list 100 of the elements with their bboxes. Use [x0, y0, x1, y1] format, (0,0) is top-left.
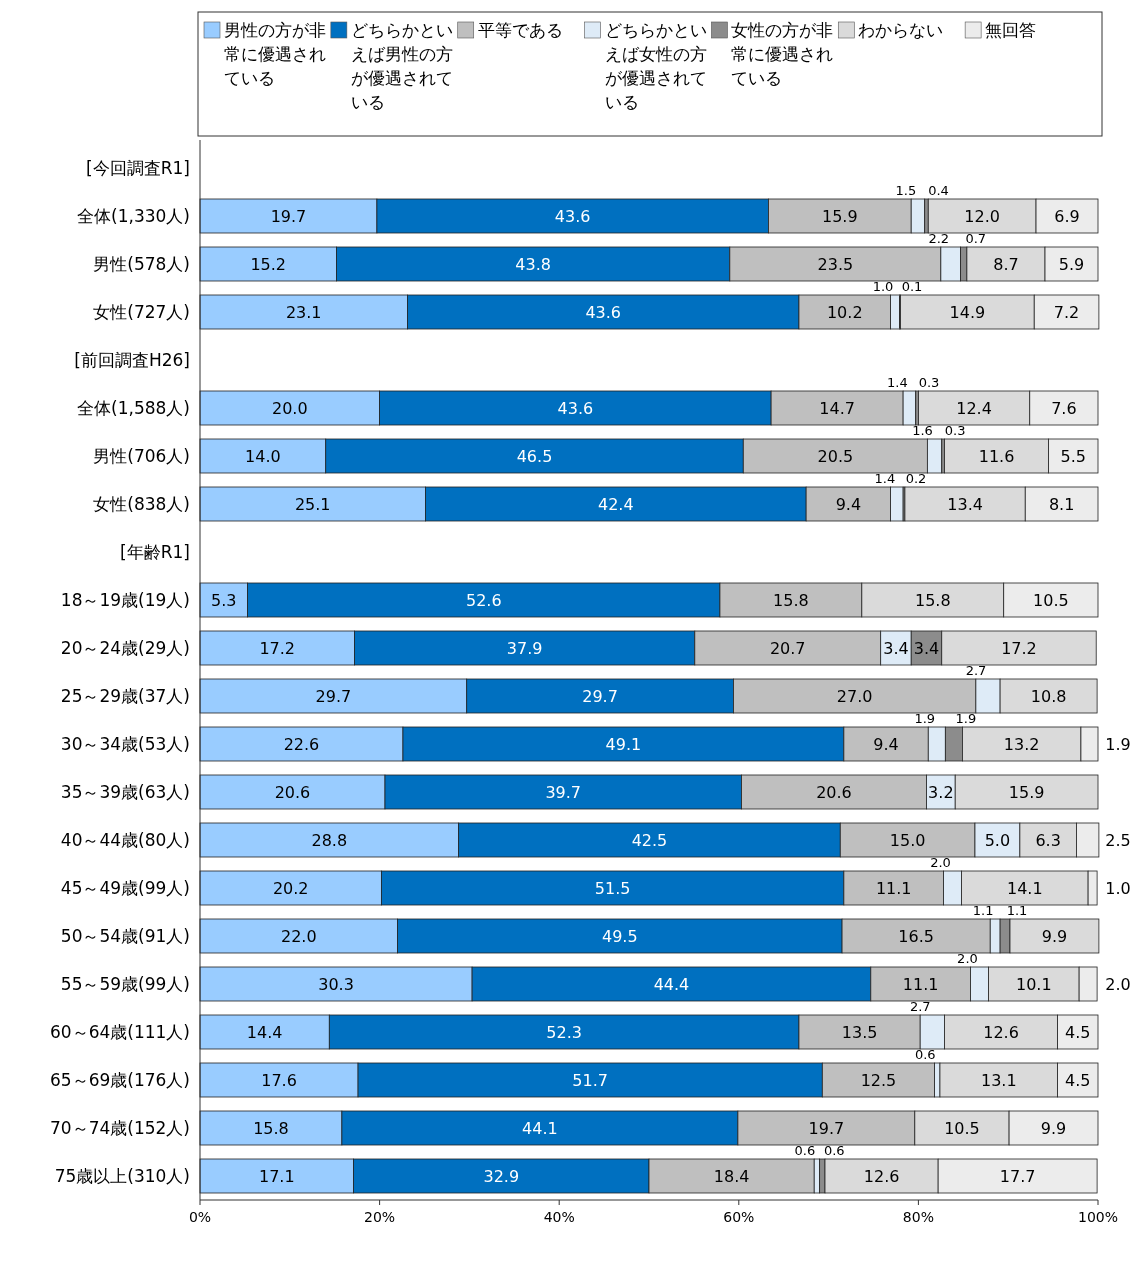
data-label: 10.5: [1033, 591, 1069, 610]
data-label: 28.8: [311, 831, 348, 850]
data-label: 30.3: [318, 975, 354, 994]
legend-label: どちらかといえば女性の方が優遇されている: [604, 20, 707, 112]
data-label: 12.6: [983, 1023, 1019, 1042]
data-label: 7.2: [1053, 303, 1080, 322]
data-label: 3.4: [913, 639, 940, 658]
y-tick-label: 55～59歳(99人): [60, 974, 190, 994]
data-label: 9.4: [873, 735, 899, 754]
data-label: 43.6: [554, 207, 591, 226]
x-tick-label: 0%: [188, 1209, 212, 1225]
data-label: 15.8: [773, 591, 809, 610]
data-label: 17.1: [258, 1167, 295, 1186]
data-label: 10.1: [1015, 975, 1052, 994]
data-label: 52.6: [465, 591, 502, 610]
data-label: 0.1: [901, 279, 923, 294]
x-tick-label: 80%: [902, 1209, 934, 1225]
data-label: 2.7: [965, 663, 987, 678]
data-label: 44.1: [522, 1119, 558, 1138]
y-tick-label: [前回調査H26]: [74, 350, 190, 370]
data-label: 51.7: [572, 1071, 608, 1090]
data-label: 1.5: [895, 183, 917, 198]
data-label: 20.7: [769, 639, 806, 658]
data-label: 14.9: [949, 303, 986, 322]
data-label: 15.9: [1008, 783, 1045, 802]
data-label: 42.5: [631, 831, 668, 850]
data-label: 2.2: [928, 231, 950, 246]
data-label: 43.8: [515, 255, 551, 274]
data-label: 1.1: [1006, 903, 1028, 918]
data-label: 15.8: [914, 591, 951, 610]
y-tick-label: 75歳以上(310人): [54, 1166, 190, 1186]
data-label: 19.7: [808, 1119, 845, 1138]
data-label: 16.5: [898, 927, 934, 946]
data-label: 20.6: [816, 783, 852, 802]
data-label: 20.5: [817, 447, 854, 466]
data-label: 20.2: [272, 879, 309, 898]
data-label: 0.6: [794, 1143, 816, 1158]
data-label: 7.6: [1051, 399, 1077, 418]
data-label: 0.2: [905, 471, 927, 486]
data-label: 42.4: [597, 495, 634, 514]
y-tick-label: 18～19歳(19人): [60, 590, 190, 610]
data-label: 19.7: [270, 207, 307, 226]
data-label: 29.7: [582, 687, 618, 706]
data-label: 6.9: [1054, 207, 1080, 226]
data-label: 17.7: [999, 1167, 1036, 1186]
legend-label: 男性の方が非常に優遇されている: [224, 20, 326, 88]
data-label: 20.0: [271, 399, 308, 418]
data-label: 6.3: [1035, 831, 1061, 850]
data-label: 11.1: [875, 879, 912, 898]
data-label: 17.2: [1001, 639, 1037, 658]
x-tick-label: 60%: [723, 1209, 755, 1225]
y-tick-label: 男性(578人): [93, 254, 190, 274]
data-label: 13.2: [1003, 735, 1040, 754]
legend-label: 平等である: [477, 20, 563, 40]
data-label: 12.0: [964, 207, 1000, 226]
data-label: 14.0: [245, 447, 281, 466]
data-label: 12.6: [863, 1167, 900, 1186]
data-label: 8.1: [1048, 495, 1075, 514]
y-tick-label: [今回調査R1]: [86, 158, 190, 178]
data-label: 3.2: [928, 783, 954, 802]
data-label: 4.5: [1065, 1071, 1091, 1090]
y-tick-label: 45～49歳(99人): [60, 878, 190, 898]
data-label: 5.3: [211, 591, 237, 610]
data-label: 5.5: [1060, 447, 1087, 466]
y-tick-label: 60～64歳(111人): [50, 1022, 190, 1042]
data-label: 9.9: [1041, 927, 1068, 946]
data-label: 17.6: [261, 1071, 297, 1090]
y-tick-label: 65～69歳(176人): [50, 1070, 190, 1090]
data-label: 13.4: [947, 495, 983, 514]
data-label: 0.6: [823, 1143, 845, 1158]
data-label: 0.6: [914, 1047, 936, 1062]
y-tick-label: 女性(727人): [93, 302, 190, 322]
data-label: 25.1: [294, 495, 331, 514]
data-label: 10.2: [826, 303, 863, 322]
x-tick-label: 100%: [1077, 1209, 1119, 1225]
data-label: 23.5: [817, 255, 854, 274]
data-label: 2.5: [1105, 831, 1131, 850]
data-label: 1.9: [1105, 735, 1131, 754]
data-label: 2.7: [909, 999, 931, 1014]
data-label: 49.5: [602, 927, 638, 946]
data-label: 1.6: [912, 423, 933, 438]
y-tick-label: 全体(1,588人): [77, 398, 190, 418]
legend-label: どちらかといえば男性の方が優遇されている: [350, 20, 453, 112]
data-label: 12.4: [956, 399, 992, 418]
data-label: 13.1: [980, 1071, 1017, 1090]
data-label: 1.0: [1105, 879, 1131, 898]
data-label: 5.9: [1058, 255, 1085, 274]
data-label: 8.7: [993, 255, 1019, 274]
data-label: 20.6: [274, 783, 311, 802]
y-tick-label: 全体(1,330人): [77, 206, 190, 226]
data-label: 4.5: [1065, 1023, 1091, 1042]
data-label: 27.0: [836, 687, 873, 706]
data-label: 51.5: [594, 879, 631, 898]
x-tick-label: 20%: [364, 1209, 396, 1225]
data-label: 46.5: [516, 447, 553, 466]
data-label: 10.8: [1030, 687, 1067, 706]
data-label: 43.6: [585, 303, 622, 322]
data-label: 3.4: [883, 639, 909, 658]
y-tick-label: 70～74歳(152人): [50, 1118, 190, 1138]
data-label: 43.6: [557, 399, 594, 418]
